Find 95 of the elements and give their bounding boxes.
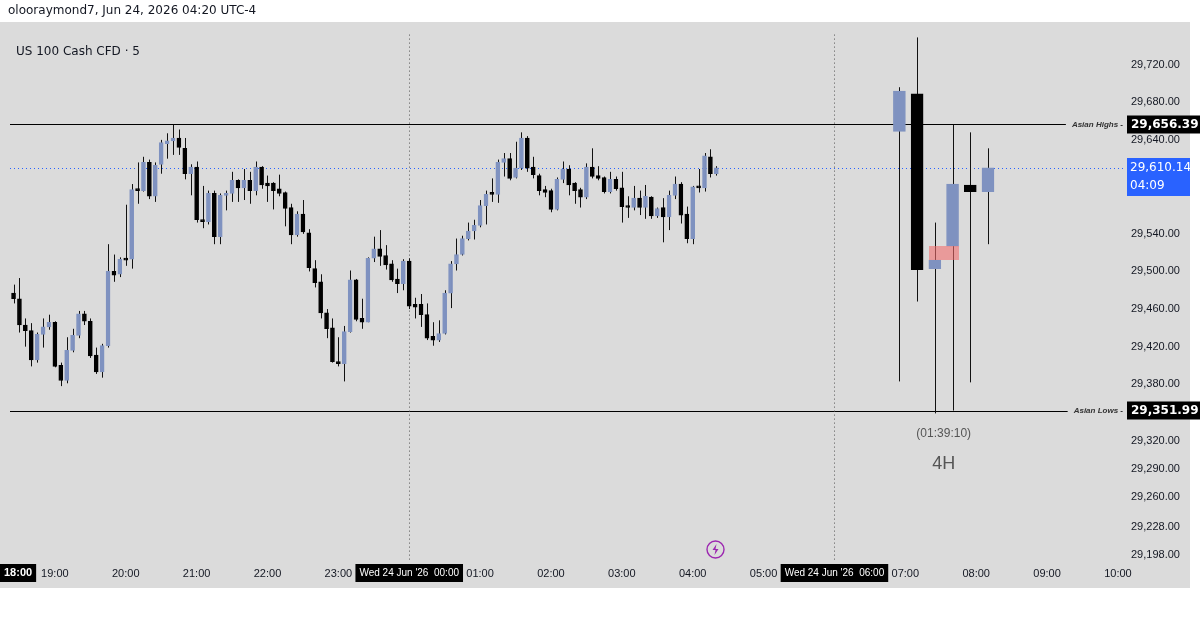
y-tick-label: 29,640.00 — [1131, 132, 1180, 145]
candlestick — [708, 148, 713, 178]
x-tick-label: 21:00 — [182, 566, 211, 579]
candlestick — [530, 156, 536, 179]
y-tick-label: 29,260.00 — [1131, 490, 1180, 503]
candlestick — [271, 181, 276, 210]
x-tick-label: 10:00 — [1104, 566, 1132, 579]
x-tick-label: 05:00 — [749, 566, 778, 579]
ref-line-label: Wed 24 Jun '26 06:00 — [784, 566, 885, 578]
candlestick — [58, 362, 64, 387]
candlestick — [389, 259, 394, 283]
text: 18:00 — [4, 566, 33, 579]
candlestick — [963, 131, 977, 383]
candlestick — [11, 284, 16, 304]
text: 04:09 — [1130, 177, 1165, 192]
x-tick-label: 23:00 — [324, 566, 353, 579]
y-tick-label: 29,198.00 — [1131, 548, 1180, 561]
candlestick — [123, 204, 129, 267]
candlestick — [637, 190, 642, 216]
annotation: (01:39:10) — [916, 425, 972, 440]
candlestick — [560, 160, 566, 184]
candlestick — [471, 219, 477, 240]
candlestick — [359, 298, 365, 330]
y-tick-label: 29,460.00 — [1131, 302, 1180, 315]
candlestick — [259, 165, 264, 190]
x-tick-label: 09:00 — [1033, 566, 1061, 579]
candlestick — [188, 163, 194, 196]
y-tick-label: 29,500.00 — [1131, 264, 1180, 277]
annotation: 4H — [932, 453, 956, 474]
candlestick — [489, 177, 495, 203]
candlestick — [23, 317, 28, 348]
candlestick — [631, 185, 636, 211]
x-tick-label: 04:00 — [678, 566, 707, 579]
ref-line-label: 29,656.39 — [1131, 116, 1199, 131]
candlestick — [572, 181, 577, 205]
x-tick-label: 03:00 — [608, 566, 636, 579]
candlestick — [400, 258, 406, 291]
y-tick-label: 29,680.00 — [1131, 95, 1180, 108]
text: US 100 Cash CFD · 5 — [16, 43, 140, 58]
candlestick — [395, 268, 400, 294]
y-tick-label: 29,540.00 — [1131, 226, 1180, 239]
y-tick-label: 29,290.00 — [1131, 461, 1180, 474]
ref-line-label: 29,351.99 — [1131, 402, 1199, 417]
candlestick — [253, 160, 259, 196]
candlestick — [164, 132, 170, 160]
candlestick — [70, 328, 75, 353]
y-tick-label: 29,720.00 — [1131, 57, 1180, 70]
candlestick — [377, 229, 383, 267]
x-tick-label: 19:00 — [41, 566, 69, 579]
candlestick — [93, 347, 99, 375]
annotation: Asian Lows - — [1072, 405, 1124, 415]
candlestick — [436, 319, 442, 343]
y-tick-label: 29,420.00 — [1131, 339, 1180, 352]
candlestick — [312, 259, 318, 288]
candlestick — [282, 191, 288, 227]
candlestick — [336, 336, 341, 367]
candlestick — [566, 164, 572, 196]
candlestick — [981, 147, 995, 245]
annotation: Asian Highs - — [1070, 119, 1124, 129]
candlestick — [324, 308, 329, 339]
candlestick — [589, 147, 595, 179]
candlestick — [276, 174, 282, 197]
chart-subtitle: olooraymond7, Jun 24, 2026 04:20 UTC-4 — [8, 3, 257, 17]
candlestick — [454, 238, 459, 272]
ref-line-label: Wed 24 Jun '26 00:00 — [359, 566, 460, 578]
candlestick — [513, 141, 518, 179]
x-tick-label: 01:00 — [466, 566, 494, 579]
candlestick — [247, 171, 253, 205]
x-tick-label: 22:00 — [253, 566, 282, 579]
candlestick — [135, 161, 140, 205]
y-tick-label: 29,320.00 — [1131, 433, 1180, 446]
candlestick — [660, 197, 666, 243]
candlestick — [383, 244, 388, 271]
candlestick — [76, 310, 81, 339]
candlestick — [649, 195, 654, 220]
x-tick-label: 20:00 — [111, 566, 140, 579]
x-tick-label: 02:00 — [537, 566, 565, 579]
y-tick-label: 29,228.00 — [1131, 520, 1180, 533]
x-tick-label: 08:00 — [962, 566, 990, 579]
candlestick — [501, 152, 507, 178]
candlestick — [643, 184, 648, 220]
candlestick — [578, 187, 583, 209]
candlestick — [507, 152, 512, 181]
x-tick-label: 07:00 — [891, 566, 920, 579]
candlestick — [111, 254, 117, 283]
candlestick — [223, 190, 229, 211]
candlestick — [625, 195, 631, 219]
ref-line-label: 29,610.14 — [1130, 160, 1192, 175]
y-tick-label: 29,380.00 — [1131, 377, 1180, 390]
candlestick — [696, 168, 701, 193]
candlestick — [684, 206, 690, 244]
candlestick — [200, 185, 205, 229]
candlestick — [371, 236, 377, 263]
candlestick — [158, 139, 164, 175]
candlestick — [928, 222, 942, 414]
